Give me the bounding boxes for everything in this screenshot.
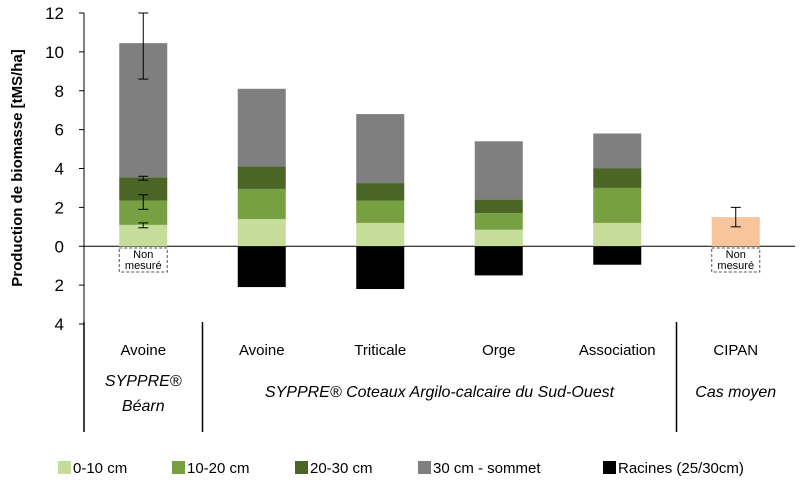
bar-segment <box>237 166 286 189</box>
bar-segment <box>474 229 523 247</box>
bar-segment <box>474 141 523 200</box>
legend-swatch <box>172 461 185 474</box>
category-label: Avoine <box>239 342 285 359</box>
not-measured-box <box>711 247 761 273</box>
y-tick-label: 12 <box>45 4 64 23</box>
y-tick-label: 4 <box>55 315 64 334</box>
bar-segment <box>237 219 286 247</box>
legend-swatch <box>603 461 616 474</box>
legend-swatch <box>418 461 431 474</box>
bar-segment <box>593 187 642 223</box>
category-label: CIPAN <box>713 342 758 359</box>
category-label: Avoine <box>120 342 166 359</box>
not-measured-box <box>118 247 168 273</box>
not-measured-label: Non <box>133 249 153 261</box>
axis-layer: 12 10 8 6 4 2 0 2 4 <box>45 4 795 432</box>
legend-label: 30 cm - sommet <box>433 460 541 477</box>
bar-segment <box>237 88 286 167</box>
bar-segment <box>119 224 168 247</box>
bar-segment <box>593 133 642 169</box>
group-label: Béarn <box>122 398 165 415</box>
legend-label: Racines (25/30cm) <box>618 460 744 477</box>
bar-segment <box>474 213 523 230</box>
category-label: Association <box>579 342 656 359</box>
bar-segment <box>474 199 523 214</box>
legend-label: 20-30 cm <box>310 460 373 477</box>
bar-segment <box>237 246 286 288</box>
bar-segment <box>356 222 405 247</box>
category-label: Orge <box>482 342 515 359</box>
legend-swatch <box>295 461 308 474</box>
bar-segment <box>593 246 642 265</box>
bar-segment <box>593 168 642 188</box>
group-label: Cas moyen <box>695 384 776 401</box>
category-label: Triticale <box>354 342 406 359</box>
legend-label: 0-10 cm <box>73 460 127 477</box>
bar-segment <box>593 222 642 247</box>
not-measured-label: mesuré <box>717 260 754 272</box>
bar-segment <box>119 177 168 201</box>
y-tick-label: 10 <box>45 43 64 62</box>
bar-segment <box>474 246 523 276</box>
legend: 0-10 cm 10-20 cm 20-30 cm 30 cm - sommet Rac… <box>58 460 744 477</box>
bar-segment <box>356 183 405 201</box>
y-tick-label: 2 <box>55 276 64 295</box>
y-tick-label: 2 <box>55 198 64 217</box>
legend-swatch <box>58 461 71 474</box>
y-axis-title: Production de biomasse [tMS/ha] <box>9 49 26 287</box>
group-label: SYPPRE® <box>105 373 182 390</box>
bar-segment <box>356 200 405 223</box>
bar-segment <box>356 246 405 290</box>
bars-layer <box>119 12 760 290</box>
not-measured-label: Non <box>726 249 746 261</box>
not-measured-label: mesuré <box>125 260 162 272</box>
legend-label: 10-20 cm <box>187 460 250 477</box>
y-tick-label: 6 <box>55 121 64 140</box>
y-tick-label: 0 <box>55 237 64 256</box>
bar-segment <box>356 114 405 184</box>
bar-segment <box>237 188 286 220</box>
y-tick-label: 8 <box>55 82 64 101</box>
y-tick-label: 4 <box>55 160 64 179</box>
group-label: SYPPRE® Coteaux Argilo-calcaire du Sud-O… <box>265 384 615 401</box>
